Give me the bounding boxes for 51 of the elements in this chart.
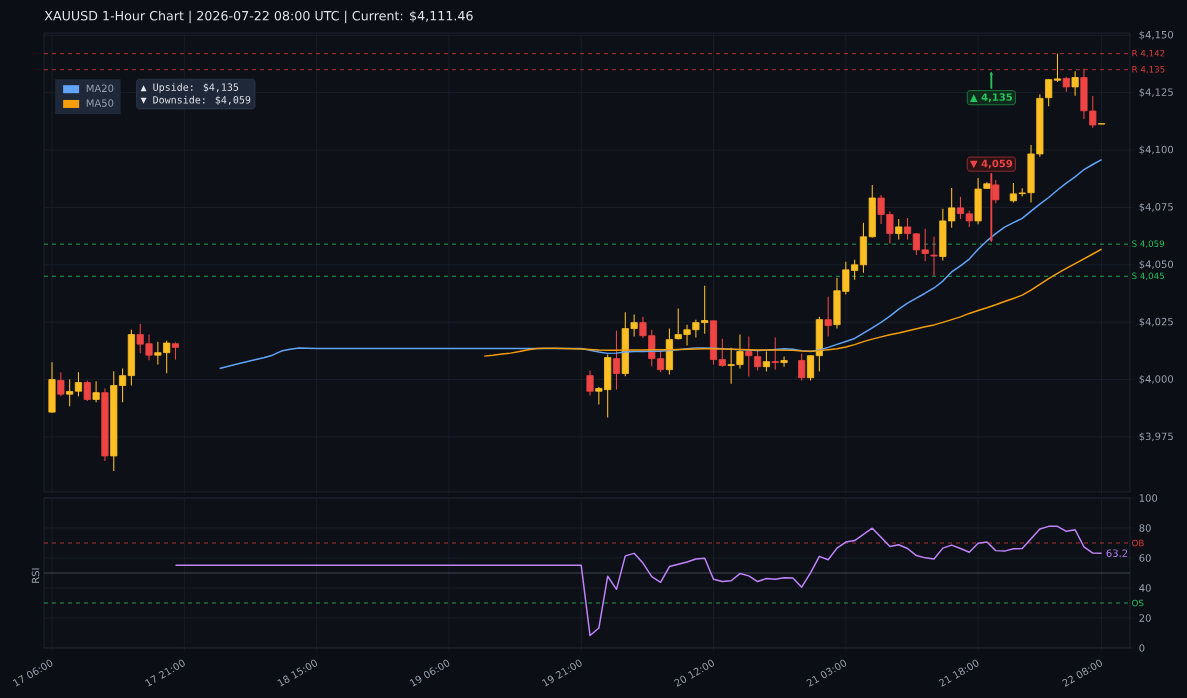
candlestick (1071, 70, 1079, 97)
candlestick (806, 355, 815, 381)
y-tick-label: 40 (1139, 584, 1151, 592)
candlestick (586, 370, 594, 397)
candlestick (612, 330, 621, 391)
candlestick (1045, 79, 1053, 107)
annotation: ▲ Upside: $4,135 (140, 83, 239, 93)
ref-line-label: OS (1132, 599, 1144, 607)
y-tick-label: $4,050 (1139, 260, 1174, 270)
y-tick-label: $4,075 (1139, 202, 1173, 212)
y-tick-label: $4,100 (1139, 145, 1174, 155)
candlestick (798, 353, 806, 381)
ref-line-label: S 4,059 (1132, 240, 1165, 248)
candlestick (718, 338, 726, 368)
candlestick (57, 371, 65, 397)
y-tick-label: $4,000 (1139, 375, 1174, 385)
y-axis-title: RSI (31, 568, 40, 583)
ref-line-label: S 4,045 (1132, 272, 1164, 280)
candlestick (745, 336, 753, 378)
candlestick (92, 380, 100, 403)
candlestick (74, 371, 83, 397)
y-tick-label: $3,975 (1139, 432, 1173, 442)
ref-line-label: R 4,135 (1132, 66, 1165, 74)
y-tick-label: 100 (1139, 494, 1158, 502)
candlestick (1053, 53, 1062, 83)
y-tick-label: 0 (1139, 644, 1145, 652)
candlestick (83, 379, 91, 402)
y-tick-label: 80 (1139, 524, 1151, 532)
candlestick (895, 218, 903, 241)
y-tick-label: 20 (1139, 614, 1151, 622)
annotation: ▲ 4,135 (969, 93, 1013, 103)
ref-line-label: OB (1132, 539, 1144, 547)
annotation: ▼ 4,059 (969, 159, 1013, 169)
y-tick-label: $4,150 (1139, 30, 1174, 40)
chart-title: XAUUSD 1-Hour Chart | 2026-07-22 08:00 UTC | Current: $4,111.46 (44, 10, 473, 24)
candlestick (762, 350, 770, 373)
annotation: ▼ Downside: $4,059 (140, 95, 251, 105)
candlestick (903, 217, 912, 241)
text: 63.2 (1106, 549, 1128, 557)
y-tick-label: $4,025 (1139, 317, 1173, 327)
candlestick (771, 336, 779, 371)
y-tick-label: $4,125 (1139, 88, 1173, 98)
candlestick (754, 349, 762, 372)
candlestick (824, 296, 832, 338)
legend-label: MA20 (86, 84, 114, 93)
candlestick (930, 236, 938, 277)
ref-line-label: R 4,142 (1132, 49, 1165, 58)
candlestick (780, 356, 788, 368)
y-tick-label: 60 (1139, 554, 1151, 562)
candlestick (66, 378, 74, 407)
legend-label: MA50 (86, 99, 114, 107)
